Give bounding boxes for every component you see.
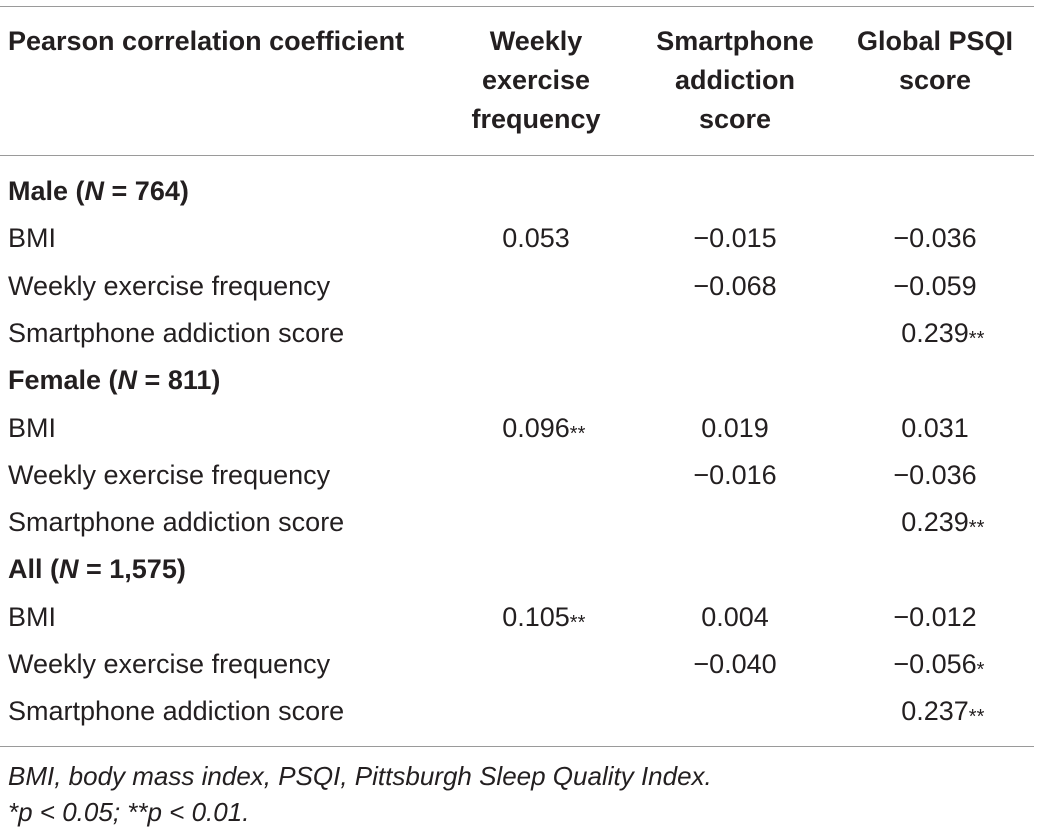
group-title: All ( xyxy=(8,554,59,585)
header-global-psqi-score: Global PSQI score xyxy=(856,26,1014,95)
footnote-abbreviations: BMI, body mass index, PSQI, Pittsburgh S… xyxy=(8,761,712,791)
group-n-symbol: N xyxy=(117,365,138,396)
row-label: BMI xyxy=(8,412,57,443)
table-bottom-rule xyxy=(0,746,1034,747)
table-row: BMI 0.096 ** 0.019 0.031 xyxy=(0,405,1040,452)
group-label: All (N = 1,575) xyxy=(8,546,186,593)
cell-value: 0.105 ** xyxy=(502,602,585,634)
row-label: Smartphone addiction score xyxy=(8,317,345,348)
table-row: BMI 0.105 ** 0.004 −0.012 xyxy=(0,594,1040,641)
table-cell: −0.036 xyxy=(830,215,1040,262)
table-row: Weekly exercise frequency −0.040 −0.056 * xyxy=(0,641,1040,688)
table-cell: −0.056 * xyxy=(830,641,1040,688)
table-cell: −0.040 xyxy=(640,641,830,688)
table-cell: 0.053 xyxy=(456,215,616,262)
significance-marker: * xyxy=(976,659,985,681)
cell-value: 0.031 xyxy=(901,412,969,443)
group-n-value: = 811) xyxy=(137,365,221,396)
group-title: Female ( xyxy=(8,365,118,396)
row-label: Weekly exercise frequency xyxy=(8,270,331,301)
group-header-row: All (N = 1,575) xyxy=(0,546,1040,593)
cell-value: 0.237 ** xyxy=(901,696,984,728)
cell-value: 0.004 xyxy=(701,601,769,632)
row-label: BMI xyxy=(8,601,57,632)
group-n-value: = 1,575) xyxy=(78,554,186,585)
table-row: Smartphone addiction score 0.239 ** xyxy=(0,310,1040,357)
table-cell: −0.016 xyxy=(640,452,830,499)
table-top-rule xyxy=(0,6,1034,7)
cell-value: 0.053 xyxy=(502,223,570,254)
cell-value: −0.016 xyxy=(693,459,777,490)
table-row: Smartphone addiction score 0.239 ** xyxy=(0,499,1040,546)
row-label: Smartphone addiction score xyxy=(8,507,345,538)
group-n-symbol: N xyxy=(59,554,79,585)
cell-value: −0.036 xyxy=(893,223,977,254)
group-label: Male (N = 764) xyxy=(8,168,189,215)
row-label: BMI xyxy=(8,223,57,254)
row-label: Weekly exercise frequency xyxy=(8,649,331,679)
header-divider-rule xyxy=(0,155,1034,156)
table-cell: −0.059 xyxy=(830,263,1040,310)
cell-value: −0.068 xyxy=(693,270,777,301)
table-cell: 0.019 xyxy=(640,405,830,452)
group-n-value: = 764) xyxy=(104,176,189,206)
table-row: BMI 0.053 −0.015 −0.036 xyxy=(0,215,1040,262)
significance-marker: ** xyxy=(569,422,586,445)
table-row: Weekly exercise frequency −0.016 −0.036 xyxy=(0,452,1040,499)
header-smartphone-addiction-score: Smartphone addiction score xyxy=(656,26,814,134)
group-n-symbol: N xyxy=(84,176,105,206)
group-header-row: Male (N = 764) xyxy=(0,168,1040,215)
significance-marker: ** xyxy=(968,706,985,729)
cell-value: −0.015 xyxy=(693,223,777,254)
footnote-significance: *p < 0.05; **p < 0.01. xyxy=(8,797,250,827)
table-cell: −0.012 xyxy=(830,594,1040,641)
cell-value: 0.096 ** xyxy=(502,413,585,445)
cell-value: 0.239 ** xyxy=(901,507,984,539)
cell-value: 0.239 ** xyxy=(901,318,984,350)
table-cell: 0.239 ** xyxy=(830,499,1040,546)
table-cell: 0.004 xyxy=(640,594,830,641)
cell-value: 0.019 xyxy=(701,412,769,443)
group-title: Male ( xyxy=(8,176,85,206)
significance-marker: ** xyxy=(968,517,985,540)
cell-value: −0.036 xyxy=(893,459,977,490)
table-cell: 0.096 ** xyxy=(456,405,616,452)
row-label: Smartphone addiction score xyxy=(8,696,345,727)
cell-value: −0.040 xyxy=(693,649,777,679)
row-label: Weekly exercise frequency xyxy=(8,459,331,490)
table-cell: −0.068 xyxy=(640,263,830,310)
table-cell: −0.015 xyxy=(640,215,830,262)
table-row: Smartphone addiction score 0.237 ** xyxy=(0,688,1040,735)
significance-marker: ** xyxy=(968,327,985,350)
table-cell: 0.105 ** xyxy=(456,594,616,641)
cell-value: −0.056 * xyxy=(893,649,984,681)
group-header-row: Female (N = 811) xyxy=(0,357,1040,404)
table-cell: 0.031 xyxy=(830,405,1040,452)
table-cell: −0.036 xyxy=(830,452,1040,499)
group-label: Female (N = 811) xyxy=(8,357,220,404)
cell-value: −0.012 xyxy=(893,601,977,632)
table-row: Weekly exercise frequency −0.068 −0.059 xyxy=(0,263,1040,310)
table-cell: 0.237 ** xyxy=(830,688,1040,735)
table-cell: 0.239 ** xyxy=(830,310,1040,357)
cell-value: −0.059 xyxy=(893,270,977,301)
significance-marker: ** xyxy=(569,611,586,634)
header-pearson-correlation: Pearson correlation coefficient xyxy=(8,26,405,56)
header-weekly-exercise-frequency: Weekly exercise frequency xyxy=(471,26,601,134)
